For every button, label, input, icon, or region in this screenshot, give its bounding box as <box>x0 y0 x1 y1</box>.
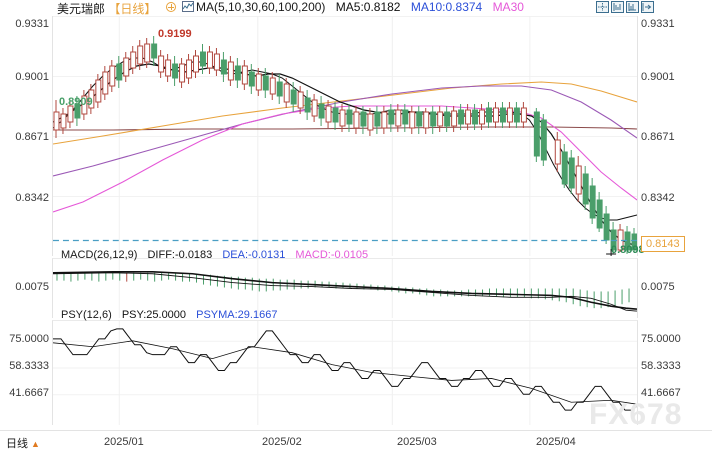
psy-panel[interactable]: PSY(12,6) PSY:25.0000 PSYMA:29.1667 <box>52 309 638 425</box>
psy-y-label-left-2: 41.6667 <box>9 387 49 399</box>
chart-toolbar <box>596 1 654 13</box>
chart-footer: 日线 ▲ 2025/01 2025/02 2025/03 2025/04 <box>0 430 712 453</box>
psy-y-label-right-1: 58.3333 <box>641 360 681 372</box>
psy-y-label-left-0: 75.0000 <box>9 333 49 345</box>
psyma-value: PSYMA:29.1667 <box>196 309 278 321</box>
macd-histogram <box>56 272 630 309</box>
macd-diff-line <box>53 270 637 310</box>
current-price-badge: 0.8143 <box>641 236 685 252</box>
crosshair-icon[interactable] <box>166 2 176 12</box>
y-label-right-3: 0.8342 <box>641 192 675 204</box>
x-label-3: 2025/04 <box>536 436 576 448</box>
ma60-line <box>53 85 637 177</box>
x-label-2: 2025/03 <box>397 436 437 448</box>
y-label-left-3: 0.8342 <box>15 192 49 204</box>
x-label-1: 2025/02 <box>262 436 302 448</box>
period-high-label: 0.9199 <box>158 28 192 40</box>
crosshair-tool-icon[interactable] <box>596 1 609 13</box>
ma5-value: MA5:0.8182 <box>335 0 401 14</box>
period-low-left-label: 0.8909 <box>59 96 93 108</box>
macd-y-label-left: 0.0075 <box>15 281 49 293</box>
y-label-right-0: 0.9331 <box>641 18 675 30</box>
macd-plot <box>53 259 637 318</box>
price-plot <box>53 16 637 256</box>
psy-legend: PSY(12,6) PSY:25.0000 PSYMA:29.1667 <box>61 309 284 321</box>
ma10-line <box>53 63 637 247</box>
psy-value: PSY:25.0000 <box>121 309 187 321</box>
chart-header: 美元瑞郎 【日线】 MA(5,10,30,60,100,200) MA5:0.8… <box>0 0 712 17</box>
psy-name: PSY(12,6) <box>61 309 112 321</box>
watermark: FX678 <box>589 398 683 431</box>
sort-triangle-icon: ▲ <box>31 439 40 449</box>
price-panel[interactable]: 0.9199 0.8909 0.8098 <box>52 16 645 256</box>
psy-plot <box>53 321 637 425</box>
y-label-right-1: 0.9001 <box>641 71 675 83</box>
symbol-name: 美元瑞郎 <box>57 2 106 16</box>
footer-period-label[interactable]: 日线 ▲ <box>6 435 40 451</box>
macd-dea-line <box>53 272 637 312</box>
macd-legend: MACD(26,12,9) DIFF:-0.0183 DEA:-0.0131 M… <box>61 249 375 261</box>
candlestick-series <box>53 36 637 254</box>
ma10-value: MA10:0.8374 <box>410 0 483 14</box>
y-label-right-2: 0.8671 <box>641 131 675 143</box>
psy-y-label-left-1: 58.3333 <box>9 360 49 372</box>
macd-value: MACD:-0.0105 <box>295 249 369 261</box>
psy-y-label-right-2: 41.6667 <box>641 387 681 399</box>
macd-panel[interactable]: MACD(26,12,9) DIFF:-0.0183 DEA:-0.0131 M… <box>52 249 638 318</box>
period-low-label: 0.8098 <box>611 244 645 256</box>
ma-legend: MA(5,10,30,60,100,200) MA5:0.8182 MA10:0… <box>196 0 531 14</box>
y-label-left-0: 0.9331 <box>15 18 49 30</box>
macd-diff-value: DIFF:-0.0183 <box>147 249 213 261</box>
symbol-period: 【日线】 <box>108 2 157 16</box>
y-label-left-2: 0.8671 <box>15 131 49 143</box>
y-label-left-1: 0.9001 <box>15 71 49 83</box>
align-right-tool-icon[interactable] <box>626 1 639 13</box>
expand-tool-icon[interactable] <box>641 1 654 13</box>
psyma-line <box>53 340 637 405</box>
low-marker <box>606 249 617 256</box>
ma100-line <box>53 81 637 145</box>
align-left-tool-icon[interactable] <box>611 1 624 13</box>
macd-y-label-right: 0.0075 <box>641 281 675 293</box>
macd-name: MACD(26,12,9) <box>61 249 138 261</box>
ma-indicator-icon[interactable] <box>182 1 194 12</box>
x-label-0: 2025/01 <box>104 436 144 448</box>
psy-line <box>53 328 637 411</box>
psy-y-label-right-0: 75.0000 <box>641 333 681 345</box>
macd-dea-value: DEA:-0.0131 <box>222 249 286 261</box>
footer-period-text: 日线 <box>6 438 28 450</box>
ma-params-label: MA(5,10,30,60,100,200) <box>196 0 326 14</box>
ma30-value: MA30 <box>492 0 524 14</box>
symbol-title: 美元瑞郎 【日线】 <box>57 0 156 17</box>
